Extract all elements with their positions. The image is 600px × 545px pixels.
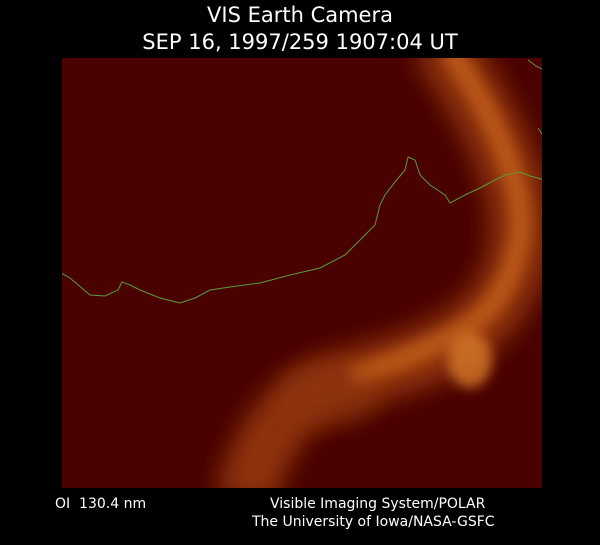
image-timestamp: SEP 16, 1997/259 1907:04 UT — [142, 30, 458, 54]
aurora-core — [346, 58, 532, 389]
wavelength-label: OI 130.4 nm — [55, 496, 146, 512]
coastline-fragment — [537, 127, 542, 135]
image-title: VIS Earth Camera — [207, 3, 393, 27]
coastline — [62, 156, 542, 304]
institution-label: The University of Iowa/NASA-GSFC — [251, 514, 495, 530]
aurora-bright-spot — [448, 332, 492, 388]
system-label: Visible Imaging System/POLAR — [270, 496, 486, 512]
coastline-fragment — [527, 59, 542, 70]
auroral-image — [62, 58, 542, 488]
aurora-patch — [280, 365, 380, 425]
